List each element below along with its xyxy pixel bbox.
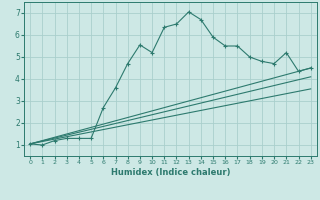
X-axis label: Humidex (Indice chaleur): Humidex (Indice chaleur)	[111, 168, 230, 177]
